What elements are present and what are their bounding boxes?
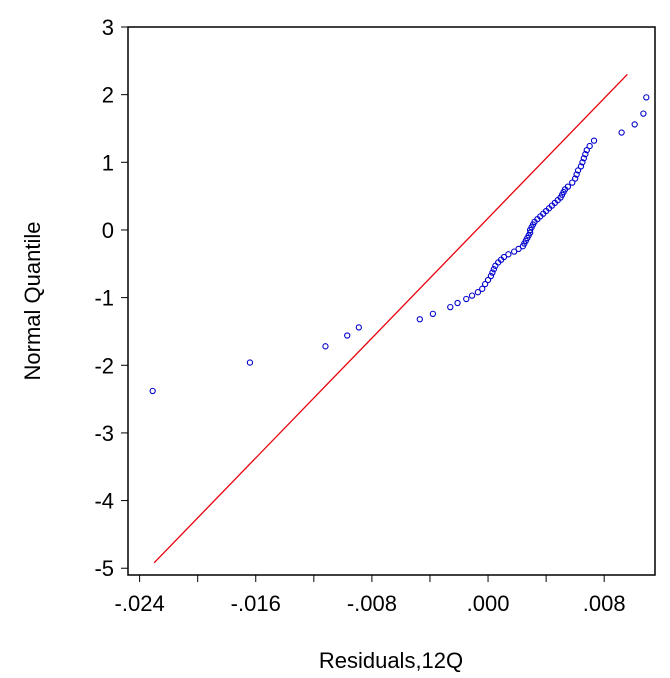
data-point [149, 387, 156, 395]
data-point [582, 151, 589, 158]
data-point [429, 310, 437, 318]
y-tick-label: -4 [94, 489, 114, 514]
plot-area-frame [127, 26, 656, 576]
data-point [572, 175, 579, 182]
data-point [487, 272, 495, 280]
data-points [149, 94, 650, 395]
data-point [322, 343, 329, 350]
data-point [454, 299, 461, 307]
data-point [590, 137, 598, 144]
x-tick-label: .008 [583, 591, 626, 616]
y-tick-label: -3 [94, 421, 114, 446]
data-point [489, 269, 496, 276]
data-point [490, 266, 498, 273]
data-point [474, 289, 482, 296]
data-point [355, 324, 362, 331]
data-point [505, 251, 512, 258]
data-point [580, 155, 588, 162]
y-tick-label: -5 [94, 556, 114, 581]
y-tick-label: -1 [94, 286, 114, 311]
data-point [526, 229, 534, 236]
data-point [484, 276, 492, 284]
data-point [344, 332, 351, 339]
reference-line-group [153, 73, 628, 564]
data-point [640, 110, 647, 117]
y-axis-ticks: 3 2 1 0 -1 -2 -3 -4 -5 [94, 15, 128, 581]
data-point [574, 167, 582, 174]
data-point [481, 280, 489, 288]
reference-line [153, 73, 628, 564]
y-tick-label: 0 [102, 218, 114, 243]
x-axis-title: Residuals,12Q [319, 648, 463, 673]
data-point [618, 129, 625, 136]
data-point [564, 183, 572, 190]
data-point [511, 248, 518, 255]
y-axis-title: Normal Quantile [20, 222, 45, 381]
y-tick-label: 2 [102, 83, 114, 108]
x-axis-ticks: -.024 -.016 -.008 .000 .008 [115, 575, 626, 616]
data-point [447, 303, 454, 311]
data-point [586, 142, 593, 150]
x-tick-label: .000 [467, 591, 510, 616]
y-tick-label: 1 [102, 150, 114, 175]
data-point [479, 285, 486, 292]
data-point [643, 94, 650, 101]
data-point [631, 121, 638, 128]
data-point [515, 245, 522, 253]
y-tick-label: 3 [102, 15, 114, 40]
data-point [583, 146, 590, 154]
data-point [569, 179, 576, 186]
data-point [416, 316, 423, 323]
x-tick-label: -.016 [231, 591, 281, 616]
data-point [577, 163, 585, 170]
data-point [468, 292, 476, 299]
data-point [246, 359, 254, 366]
data-point [500, 253, 508, 261]
data-point [579, 159, 586, 166]
x-tick-label: -.008 [347, 591, 397, 616]
data-point [463, 295, 470, 303]
data-point [573, 171, 580, 178]
y-tick-label: -2 [94, 353, 114, 378]
x-tick-label: -.024 [115, 591, 165, 616]
